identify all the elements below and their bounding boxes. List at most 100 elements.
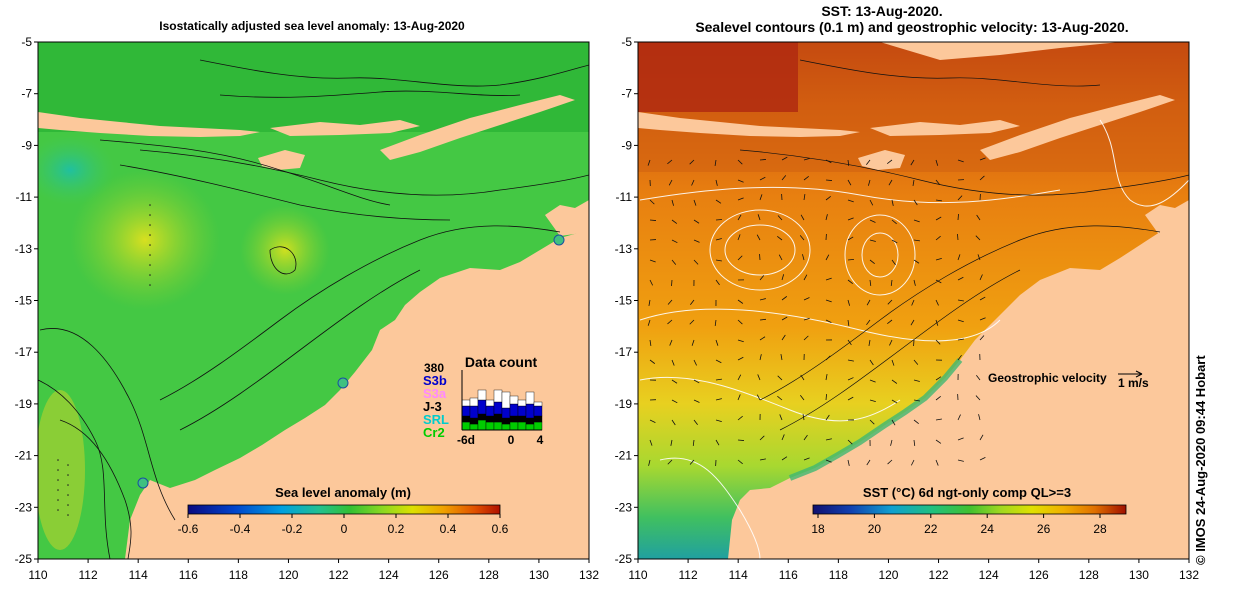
velocity-arrow (759, 458, 766, 461)
right-ytick-label: -23 (615, 500, 633, 514)
inset-bar-segment (493, 389, 503, 403)
velocity-arrow (781, 156, 788, 161)
velocity-arrow (649, 279, 654, 286)
credit-text: © IMOS 24-Aug-2020 09:44 Hobart (1193, 355, 1208, 565)
velocity-arrow (803, 194, 806, 201)
velocity-arrow (869, 359, 874, 366)
mission-label-s3b: S3b (423, 373, 447, 388)
velocity-arrow (935, 299, 939, 306)
sla-colorbar-ramp (187, 504, 501, 515)
velocity-arrow (957, 254, 961, 261)
velocity-arrow (979, 317, 986, 321)
inset-bar-segment (509, 415, 519, 423)
velocity-arrow (715, 378, 722, 381)
velocity-arrow (715, 398, 722, 401)
velocity-arrow (759, 435, 765, 441)
velocity-arrow (714, 159, 717, 166)
velocity-arrow (737, 234, 741, 241)
velocity-arrow (869, 259, 875, 265)
velocity-arrow (825, 277, 832, 281)
left-xtick-label: 130 (529, 568, 549, 582)
velocity-arrow (889, 339, 893, 346)
inset-xtick: 4 (537, 433, 544, 447)
sst-colorbar-label: SST (°C) 6d ngt-only comp QL>=3 (863, 485, 1071, 500)
right-ytick-label: -7 (621, 87, 632, 101)
sumba-land-left (258, 150, 305, 170)
sst-colorbar-ticks: 18 20 22 24 26 28 (811, 514, 1107, 536)
velocity-arrow (975, 395, 981, 401)
velocity-arrow (781, 175, 787, 181)
right-xtick-label: 126 (1029, 568, 1049, 582)
velocity-arrow (976, 375, 981, 381)
velocity-arrow (693, 239, 700, 243)
velocity-arrow (756, 234, 761, 241)
inset-bar-segment (485, 415, 495, 423)
velocity-arrow (866, 159, 871, 165)
inset-bar-segment (477, 399, 487, 415)
velocity-arrow (891, 379, 898, 384)
velocity-arrow (649, 439, 653, 446)
velocity-arrow (869, 399, 876, 403)
velocity-arrow (910, 319, 915, 326)
velocity-arrow (737, 339, 744, 343)
sla-colorbar-tick-label: -0.2 (282, 522, 303, 536)
north-coast-land-right (880, 42, 1120, 60)
velocity-arrow (913, 239, 920, 242)
velocity-arrow (825, 159, 832, 164)
velocity-arrow (825, 254, 830, 261)
velocity-arrow (825, 393, 827, 401)
right-ytick-label: -11 (616, 190, 633, 204)
sla-bathymetry-contours (38, 59, 589, 559)
velocity-arrow (737, 179, 744, 183)
velocity-arrow (803, 297, 810, 301)
velocity-scale-arrowhead (1135, 370, 1143, 378)
mission-label-s3a: S3a (423, 386, 447, 401)
velocity-arrow (757, 374, 761, 381)
right-ytick-label: -25 (615, 552, 633, 566)
velocity-arrow (887, 299, 893, 305)
velocity-arrow (803, 157, 810, 161)
velocity-arrow (671, 239, 678, 244)
velocity-arrow (691, 179, 695, 186)
velocity-arrow (935, 459, 939, 466)
inset-bar-segment (485, 405, 495, 417)
velocity-arrow (778, 254, 783, 261)
left-ytick-label: -17 (15, 345, 33, 359)
right-ytick-label: -5 (621, 35, 632, 49)
left-ytick-label: -5 (21, 35, 32, 49)
velocity-arrow (975, 235, 981, 241)
inset-bar-segment (509, 395, 519, 405)
velocity-arrow (777, 235, 783, 241)
sst-colorbar-tick-label: 18 (811, 522, 825, 536)
velocity-arrow (779, 414, 783, 421)
velocity-arrow (800, 395, 805, 401)
inset-bar-segment (517, 405, 527, 417)
velocity-arrow (781, 456, 788, 461)
velocity-arrow (715, 279, 720, 286)
left-ytick-label: -25 (15, 552, 33, 566)
velocity-arrow (957, 299, 964, 302)
velocity-arrow (891, 359, 895, 366)
velocity-arrow (935, 439, 942, 444)
velocity-arrow (756, 394, 761, 401)
velocity-arrow (649, 219, 657, 221)
left-xtick-label: 124 (379, 568, 399, 582)
velocity-arrow (913, 199, 918, 206)
left-ytick-label: -21 (15, 449, 33, 463)
velocity-arrow (670, 439, 673, 446)
inset-bar-segment (477, 389, 487, 401)
velocity-arrow (847, 258, 855, 261)
sla-colorbar-tick-label: -0.6 (178, 522, 199, 536)
velocity-arrow (759, 194, 763, 201)
velocity-arrow (693, 259, 699, 265)
velocity-arrow (935, 339, 941, 345)
velocity-arrow (869, 219, 876, 223)
left-axes: -5 -7 -9 -11 -13 -15 -17 -19 -21 -23 -25 110 112 114 1… (15, 35, 600, 582)
velocity-arrow (869, 379, 876, 383)
velocity-arrow (689, 459, 695, 465)
sst-bathymetry-contours (739, 59, 1189, 431)
left-ytick-label: -11 (16, 190, 33, 204)
velocity-arrow (847, 459, 850, 466)
right-ytick-label: -21 (615, 449, 633, 463)
